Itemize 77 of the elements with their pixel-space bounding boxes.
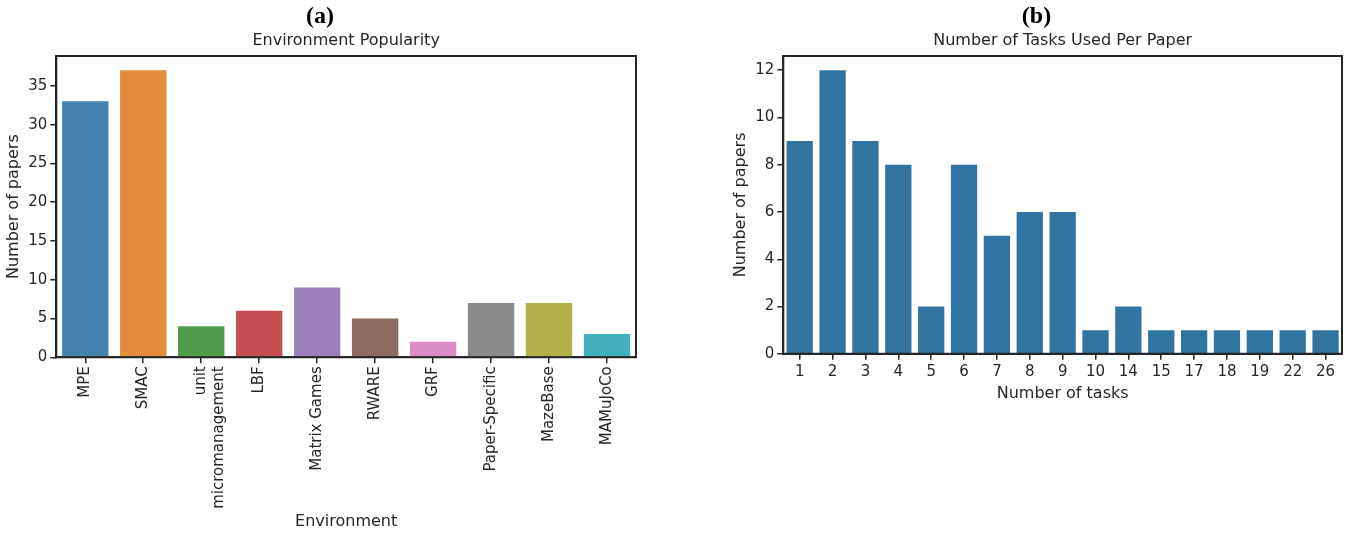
bar xyxy=(62,101,109,357)
bar xyxy=(467,302,515,357)
x-tick-label: 18 xyxy=(1217,361,1237,380)
bar xyxy=(1312,330,1339,354)
bar xyxy=(950,164,978,354)
y-tick-label: 10 xyxy=(28,269,48,288)
bar xyxy=(409,341,457,357)
bar xyxy=(1213,330,1241,354)
x-tick-label: 7 xyxy=(992,361,1002,380)
x-tick-label: 3 xyxy=(860,361,871,380)
x-tick-label: LBF xyxy=(249,366,268,394)
x-tick-label: 14 xyxy=(1118,361,1138,380)
x-tick-label: 10 xyxy=(1085,361,1106,380)
chart-subtitle: Environment Popularity xyxy=(252,29,440,49)
x-tick-label: 1 xyxy=(794,361,805,380)
y-tick-label: 6 xyxy=(764,201,775,220)
y-tick-label: 4 xyxy=(764,249,775,268)
bar xyxy=(786,141,813,354)
x-tick-label: 15 xyxy=(1151,361,1171,380)
bar xyxy=(236,310,283,357)
x-tick-label: Paper-Specific xyxy=(480,366,499,472)
x-tick-label: 19 xyxy=(1250,361,1270,380)
y-tick-label: 10 xyxy=(755,107,775,126)
x-tick-label: MazeBase xyxy=(538,366,557,443)
x-tick-label: GRF xyxy=(422,366,441,397)
x-tick-label: 22 xyxy=(1283,361,1303,380)
x-tick-label: RWARE xyxy=(365,366,384,421)
x-tick-label: 4 xyxy=(893,361,904,380)
chart-title: (a) xyxy=(306,1,334,28)
x-tick-label: 2 xyxy=(827,361,838,380)
y-tick-label: 8 xyxy=(764,154,775,173)
x-tick-label: MPE xyxy=(75,366,94,398)
x-axis-title: Environment xyxy=(295,510,398,530)
bar xyxy=(1246,330,1273,354)
x-tick-label: Matrix Games xyxy=(307,366,326,471)
x-tick-label: 9 xyxy=(1057,361,1068,380)
x-tick-label: unit micromanagement xyxy=(191,366,228,509)
bar xyxy=(178,326,225,357)
x-tick-label: SMAC xyxy=(133,366,152,410)
x-tick-label: MAMuJoCo xyxy=(596,366,615,446)
bar xyxy=(583,334,631,357)
x-tick-label: 8 xyxy=(1025,361,1035,380)
y-tick-label: 15 xyxy=(28,230,48,249)
bar xyxy=(1180,330,1208,354)
y-tick-label: 25 xyxy=(28,153,48,172)
bar xyxy=(120,70,167,357)
x-axis-title: Number of tasks xyxy=(996,382,1129,402)
bar xyxy=(1115,306,1142,354)
bar xyxy=(983,235,1011,354)
y-tick-label: 2 xyxy=(764,296,775,315)
y-tick-label: 0 xyxy=(764,343,775,362)
bar xyxy=(1049,211,1076,354)
chart-title: (b) xyxy=(1021,1,1052,28)
x-tick-label: 26 xyxy=(1316,361,1336,380)
y-tick-label: 35 xyxy=(28,75,48,94)
bar xyxy=(525,302,573,357)
x-tick-label: 6 xyxy=(959,361,969,380)
y-tick-label: 30 xyxy=(28,114,48,133)
bar xyxy=(1016,211,1043,354)
bar xyxy=(1082,330,1109,354)
y-tick-label: 12 xyxy=(755,60,775,79)
bar xyxy=(1279,330,1306,354)
y-tick-label: 20 xyxy=(28,192,48,211)
bar xyxy=(819,70,846,354)
bar xyxy=(351,318,399,357)
bar xyxy=(293,287,341,357)
bar xyxy=(918,306,945,354)
y-axis-title: Number of papers xyxy=(2,134,22,280)
y-axis-title: Number of papers xyxy=(729,132,749,278)
chart-subtitle: Number of Tasks Used Per Paper xyxy=(933,29,1193,49)
y-tick-label: 5 xyxy=(37,308,48,327)
y-tick-label: 0 xyxy=(37,347,48,366)
bar xyxy=(1148,330,1175,354)
x-tick-label: 17 xyxy=(1184,361,1204,380)
bar xyxy=(885,164,912,354)
x-tick-label: 5 xyxy=(926,361,936,380)
bar xyxy=(852,141,879,354)
